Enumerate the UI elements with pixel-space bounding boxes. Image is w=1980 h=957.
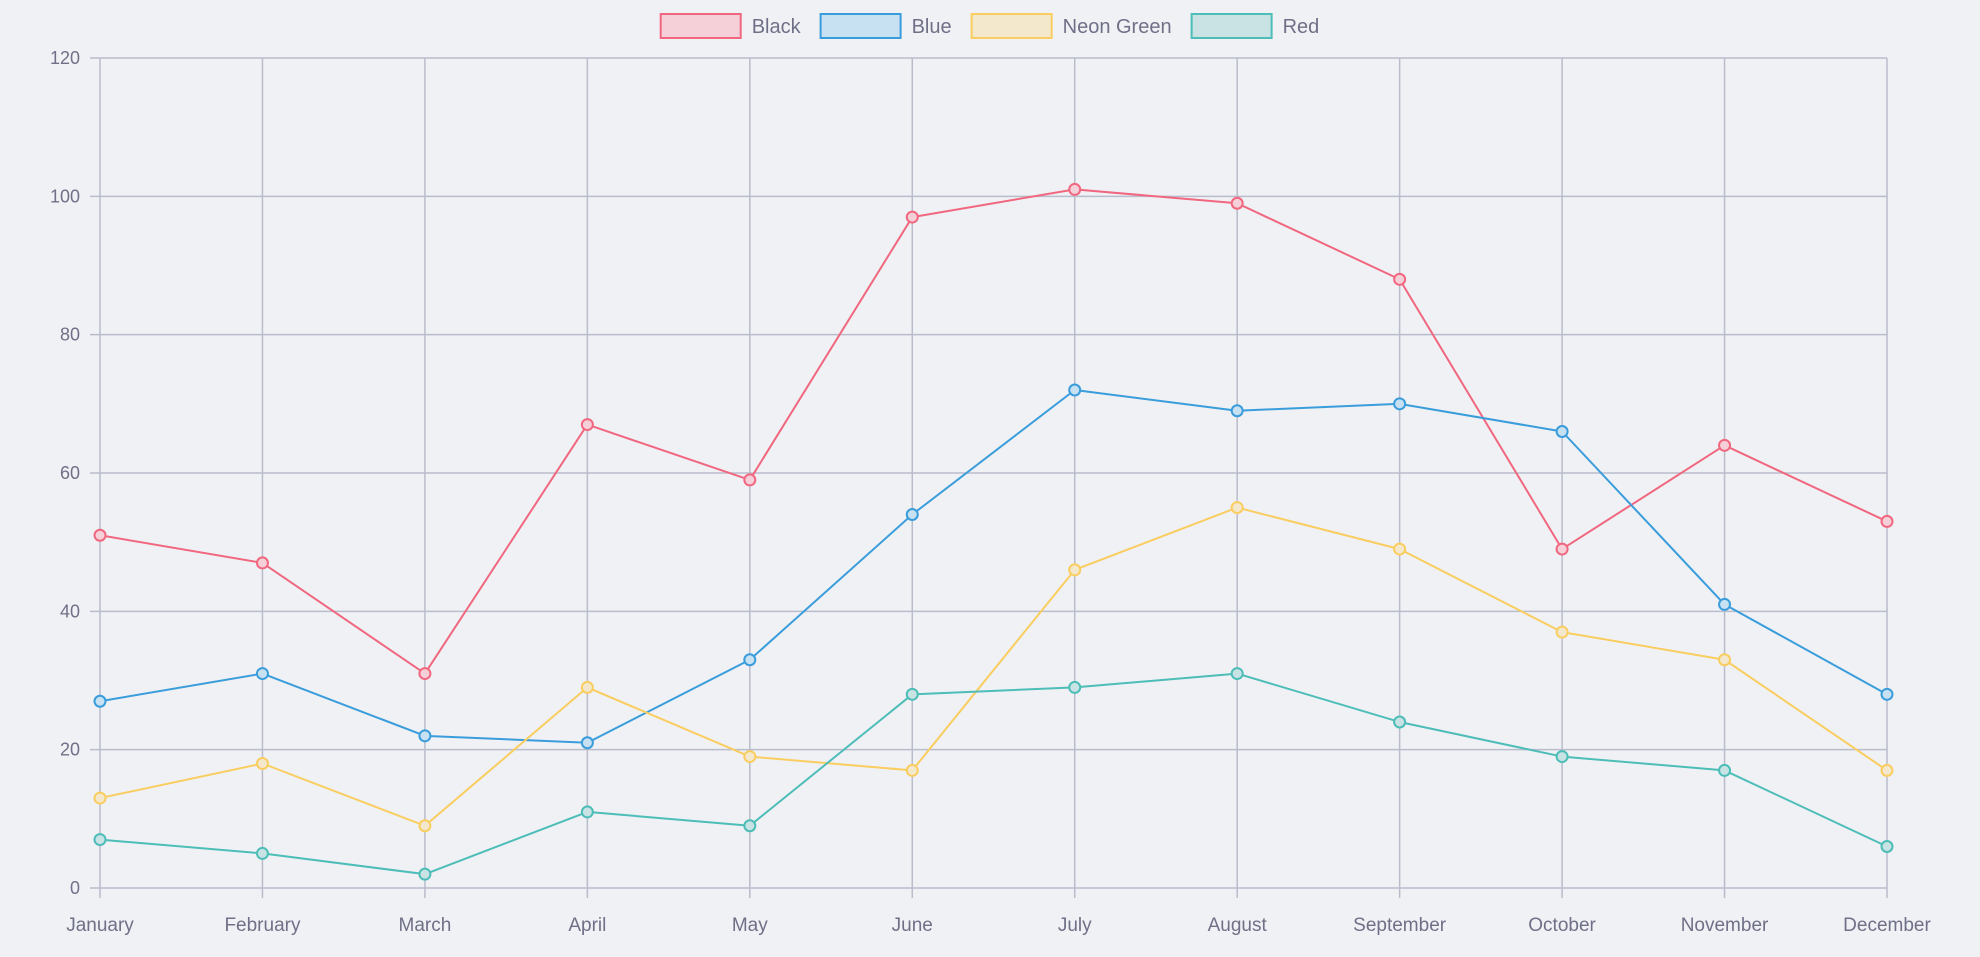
legend-label: Blue [912,16,952,38]
data-point[interactable] [1393,542,1407,556]
data-point[interactable] [1880,763,1894,777]
data-point[interactable] [580,805,594,819]
data-point[interactable] [1880,840,1894,853]
data-point[interactable] [1068,563,1082,577]
x-tick-label: October [1528,915,1596,936]
data-point[interactable] [255,556,269,570]
series-blue [93,383,1894,750]
data-point[interactable] [1718,438,1732,452]
data-point[interactable] [1393,397,1407,411]
data-point[interactable] [1880,687,1894,701]
data-point[interactable] [93,694,107,708]
data-point[interactable] [1393,272,1407,286]
data-point[interactable] [1718,653,1732,667]
data-point[interactable] [905,508,919,521]
axes: 0 20 40 60 80 100 120 January February March April… [50,48,1932,936]
legend-swatch [1190,13,1273,39]
data-point[interactable] [1230,501,1244,515]
data-point[interactable] [93,791,107,805]
legend-swatch [819,13,902,39]
x-tick-label: November [1681,915,1769,936]
data-point[interactable] [255,757,269,770]
series-red [93,667,1894,881]
y-tick-label: 60 [60,463,80,483]
data-point[interactable] [905,687,919,701]
data-point[interactable] [418,667,432,681]
data-point[interactable] [580,418,594,432]
data-point[interactable] [905,210,919,224]
data-point[interactable] [255,846,269,860]
y-tick-label: 100 [50,186,80,206]
x-tick-label: May [732,915,768,936]
legend-swatch [970,13,1053,39]
series-line [99,389,1888,744]
data-point[interactable] [743,653,757,667]
data-point[interactable] [1230,196,1244,210]
y-tick-label: 0 [70,878,80,898]
data-point[interactable] [743,819,757,833]
legend-item-blue[interactable]: Blue [819,13,952,39]
grid [90,57,1888,898]
data-point[interactable] [418,867,432,881]
x-tick-label: April [568,915,606,936]
data-point[interactable] [1718,763,1732,777]
data-point[interactable] [1555,542,1569,556]
legend-item-neon-green[interactable]: Neon Green [970,13,1172,39]
data-point[interactable] [1880,514,1894,528]
x-tick-label: July [1058,915,1092,936]
x-tick-label: February [224,915,301,936]
series-black [93,182,1894,681]
y-tick-label: 80 [60,325,80,345]
y-tick-label: 40 [60,601,80,621]
data-point[interactable] [1555,425,1569,438]
data-point[interactable] [418,819,432,833]
legend-item-red[interactable]: Red [1190,13,1320,39]
x-tick-label: January [66,915,134,936]
x-tick-label: June [892,915,933,936]
data-point[interactable] [743,473,757,487]
data-point[interactable] [580,736,594,750]
data-point[interactable] [1068,680,1082,694]
data-point[interactable] [255,667,269,681]
x-tick-label: August [1208,915,1268,936]
legend-label: Black [752,16,802,38]
data-point[interactable] [418,729,432,743]
data-point[interactable] [1068,182,1082,196]
legend-swatch [659,13,742,39]
data-point[interactable] [1230,404,1244,418]
x-tick-label: March [399,915,452,936]
data-point[interactable] [1555,750,1569,764]
data-point[interactable] [580,680,594,694]
series-lines [93,182,1894,881]
series-line [99,672,1888,876]
data-point[interactable] [905,763,919,777]
x-tick-label: September [1353,915,1447,936]
data-point[interactable] [1555,625,1569,639]
data-point[interactable] [743,750,757,764]
legend-item-black[interactable]: Black [659,13,802,39]
data-point[interactable] [1718,597,1732,611]
data-point[interactable] [1068,383,1082,397]
legend-label: Red [1283,16,1320,38]
x-tick-label: December [1843,915,1931,936]
data-point[interactable] [93,528,107,542]
series-line [99,506,1888,827]
y-tick-label: 120 [50,48,80,68]
legend-label: Neon Green [1063,16,1172,38]
data-point[interactable] [1230,667,1244,681]
y-tick-label: 20 [60,740,80,760]
data-point[interactable] [93,833,107,847]
series-neon-green [93,501,1894,833]
series-line [99,188,1888,675]
data-point[interactable] [1393,715,1407,729]
legend: Black Blue Neon Green Red [659,13,1320,39]
